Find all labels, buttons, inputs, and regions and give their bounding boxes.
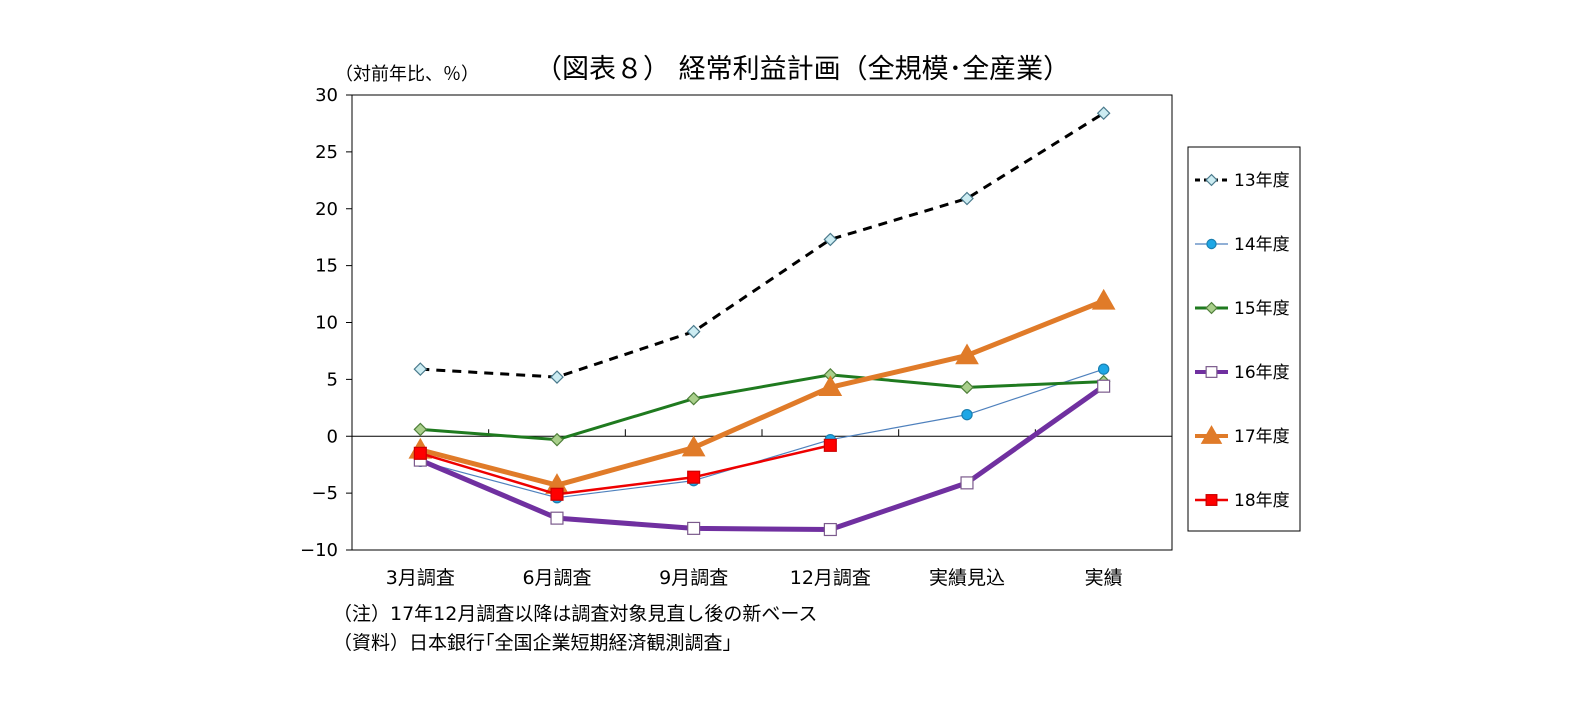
y-axis-unit-label: （対前年比、％） [335,64,479,85]
y-tick-label: −10 [300,540,338,561]
series-13年度 [413,106,1111,384]
data-point [1097,363,1110,375]
y-tick-label: 30 [315,85,338,106]
data-point [550,432,564,447]
x-axis: 3月調査 6月調査 9月調査 12月調査 実績見込 実績 [352,429,1172,589]
legend-marker [1206,238,1217,250]
legend-label: 18年度 [1234,491,1290,511]
data-point [550,511,564,525]
y-tick-label: 15 [315,256,338,277]
legend-marker [1205,173,1218,187]
legend-marker [1205,494,1218,506]
chart-title: （図表８） 経常利益計画（全規模･全産業） [535,54,1070,85]
x-category-label: 12月調査 [790,567,871,589]
data-point [960,380,974,395]
series-line [419,298,1105,488]
data-point [960,476,974,490]
y-axis: 30 25 20 15 10 5 0 −5 −10 [300,85,352,561]
series-line [420,373,1104,442]
legend-label: 15年度 [1234,299,1290,319]
legend: 13年度 14年度 15年度 16年度 17年度 18年度 [1187,146,1301,532]
notes: （注）17年12月調査以降は調査対象見直し後の新ベース （資料）日本銀行｢全国企… [333,600,817,658]
data-point [687,470,701,484]
x-category-label: 6月調査 [522,567,591,589]
x-category-label: 3月調査 [386,567,455,589]
data-point [413,422,428,437]
data-point [818,375,843,397]
series-17年度 [408,288,1116,494]
data-point [687,521,701,535]
y-tick-label: 5 [327,369,338,390]
legend-label: 14年度 [1234,235,1290,255]
note-line: （注）17年12月調査以降は調査対象見直し後の新ベース [333,603,818,625]
series-layer [408,106,1116,537]
data-point [1097,379,1111,393]
series-18年度 [413,438,837,501]
data-point [681,435,706,457]
legend-label: 13年度 [1234,171,1290,191]
data-point [823,438,837,452]
data-point [1096,106,1111,121]
data-point [960,191,974,206]
data-point [961,408,973,421]
series-line [420,111,1105,379]
series-line [419,384,1106,533]
y-tick-label: −5 [311,483,338,504]
legend-marker [1200,425,1223,444]
legend-label: 16年度 [1234,363,1290,383]
data-point [413,362,428,376]
x-category-label: 9月調査 [659,567,728,589]
y-tick-label: 0 [327,426,338,447]
legend-marker [1205,366,1218,378]
data-point [550,370,564,384]
y-tick-label: 25 [315,142,338,163]
series-line [419,444,831,496]
x-category-label: 実績 [1085,567,1123,589]
data-point [955,343,979,365]
data-point [686,391,701,406]
legend-box [1187,146,1301,532]
data-point [823,522,837,537]
series-16年度 [413,379,1111,537]
legend-marker [1205,301,1218,315]
y-tick-label: 10 [315,313,338,334]
data-point [1091,288,1116,310]
x-category-label: 実績見込 [929,567,1005,589]
data-point [823,232,838,247]
source-line: （資料）日本銀行｢全国企業短期経済観測調査｣ [333,632,733,654]
y-tick-label: 20 [315,199,338,220]
data-point [550,487,564,501]
legend-label: 17年度 [1234,427,1290,447]
data-point [686,324,701,339]
data-point [413,446,427,460]
